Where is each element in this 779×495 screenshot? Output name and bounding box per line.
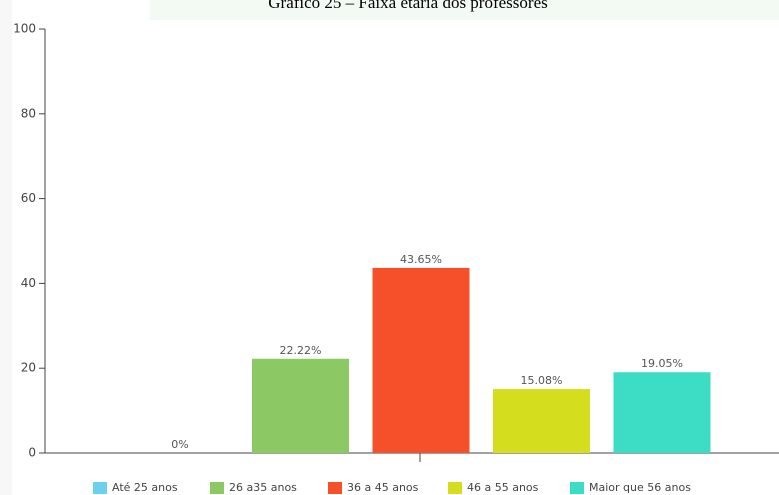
legend-swatch bbox=[328, 482, 342, 494]
value-label: 19.05% bbox=[641, 357, 683, 370]
legend-label: Maior que 56 anos bbox=[589, 481, 691, 494]
y-tick-label: 60 bbox=[21, 191, 36, 205]
legend-swatch bbox=[210, 482, 224, 494]
value-label: 0% bbox=[171, 438, 188, 451]
y-tick-label: 20 bbox=[21, 361, 36, 375]
legend-swatch bbox=[570, 482, 584, 494]
bar bbox=[613, 372, 711, 453]
bar bbox=[493, 389, 590, 453]
chart-title: Gráfico 25 – Faixa etária dos professore… bbox=[268, 0, 547, 12]
legend-swatch bbox=[448, 482, 462, 494]
legend-label: Até 25 anos bbox=[112, 481, 178, 494]
bar bbox=[252, 358, 349, 453]
value-label: 43.65% bbox=[400, 253, 442, 266]
title-background bbox=[150, 0, 779, 20]
y-tick-label: 100 bbox=[13, 22, 36, 36]
legend-label: 46 a 55 anos bbox=[467, 481, 539, 494]
legend-swatch bbox=[93, 482, 107, 494]
value-label: 15.08% bbox=[521, 374, 563, 387]
y-tick-label: 40 bbox=[21, 276, 36, 290]
legend-label: 36 a 45 anos bbox=[347, 481, 419, 494]
y-tick-label: 80 bbox=[21, 106, 36, 120]
value-label: 22.22% bbox=[280, 344, 322, 357]
y-tick-label: 0 bbox=[28, 446, 36, 460]
bar bbox=[372, 267, 470, 453]
side-panel bbox=[0, 0, 12, 495]
legend-label: 26 a35 anos bbox=[229, 481, 297, 494]
